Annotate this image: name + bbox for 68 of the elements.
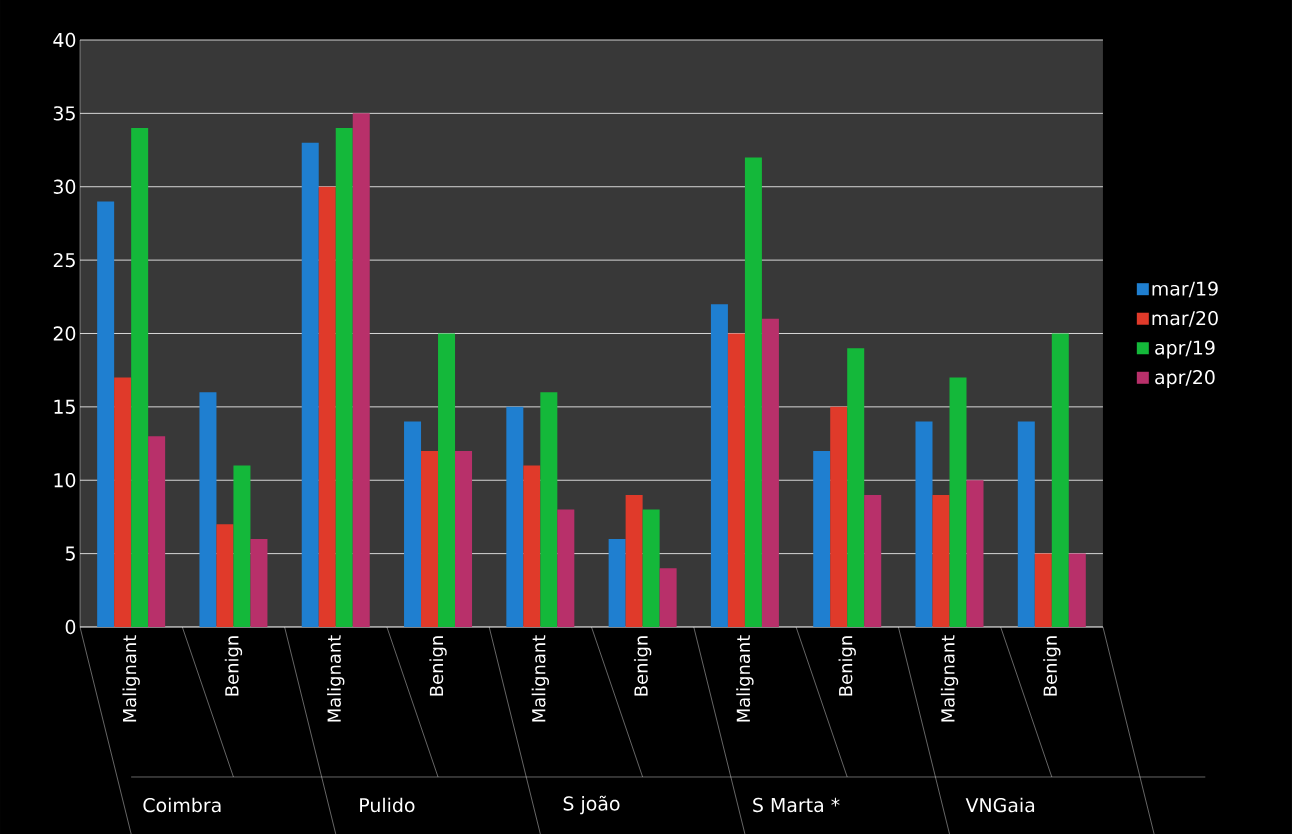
text: S joão xyxy=(563,795,620,815)
bar xyxy=(813,450,831,627)
x-tick-label: Benign xyxy=(633,636,652,696)
legend-label: apr/19 xyxy=(1155,340,1215,359)
text: S Marta * xyxy=(753,797,840,813)
bar xyxy=(114,377,132,627)
y-tick-label: 20 xyxy=(53,326,76,341)
bar xyxy=(216,524,234,627)
bar xyxy=(540,392,558,627)
bar xyxy=(335,127,353,627)
bar xyxy=(710,304,728,627)
y-tick-label: 30 xyxy=(53,179,76,194)
text: VNGaia xyxy=(965,797,1035,813)
bar xyxy=(966,480,984,627)
x-tick-label: Malignant xyxy=(122,635,140,722)
bar xyxy=(625,494,643,627)
y-tick-label: 0 xyxy=(65,619,76,635)
x-tick-label: Benign xyxy=(429,636,447,696)
bar xyxy=(847,348,865,627)
bar xyxy=(148,436,166,627)
legend-label: mar/19 xyxy=(1152,281,1218,298)
bar xyxy=(1068,553,1086,627)
bar xyxy=(438,333,456,627)
bar xyxy=(761,318,779,627)
x-tick-label: Benign xyxy=(1043,636,1061,696)
bar xyxy=(233,465,251,627)
bar xyxy=(1034,553,1052,627)
text: Pulido xyxy=(360,797,415,813)
bar xyxy=(915,421,933,627)
bar xyxy=(506,406,524,627)
bar xyxy=(523,465,541,627)
x-tick-label: Malignant xyxy=(327,635,345,722)
bar xyxy=(404,421,422,627)
y-tick-label: 10 xyxy=(54,472,76,488)
bar xyxy=(864,494,882,627)
bar xyxy=(352,113,370,627)
legend-label: apr/20 xyxy=(1155,369,1215,388)
bar xyxy=(199,392,217,627)
bar xyxy=(1051,333,1069,627)
bar xyxy=(949,377,967,627)
x-tick-label: Malignant xyxy=(531,635,550,722)
bar xyxy=(250,538,268,627)
bar xyxy=(318,186,336,627)
y-tick-label: 15 xyxy=(54,399,75,414)
y-tick-label: 40 xyxy=(53,32,76,48)
bar xyxy=(131,127,149,627)
bar xyxy=(557,509,575,627)
legend-label: mar/20 xyxy=(1152,310,1218,327)
bar xyxy=(932,494,950,627)
bar xyxy=(727,333,745,627)
bar xyxy=(830,406,848,627)
x-tick-label: Malignant xyxy=(736,635,754,722)
bar xyxy=(608,538,626,627)
bar xyxy=(642,509,660,627)
x-tick-label: Benign xyxy=(838,636,856,696)
text: Coimbra xyxy=(143,797,221,813)
bar xyxy=(455,450,473,627)
y-tick-label: 25 xyxy=(53,252,75,268)
x-tick-label: Benign xyxy=(224,636,243,696)
bar xyxy=(301,142,319,627)
bar xyxy=(97,201,115,627)
y-tick-label: 5 xyxy=(65,546,75,561)
bar xyxy=(659,568,677,627)
y-tick-label: 35 xyxy=(53,106,75,121)
x-tick-label: Malignant xyxy=(940,635,959,722)
bar xyxy=(421,450,439,627)
bar xyxy=(744,157,762,627)
bar xyxy=(1017,421,1035,627)
